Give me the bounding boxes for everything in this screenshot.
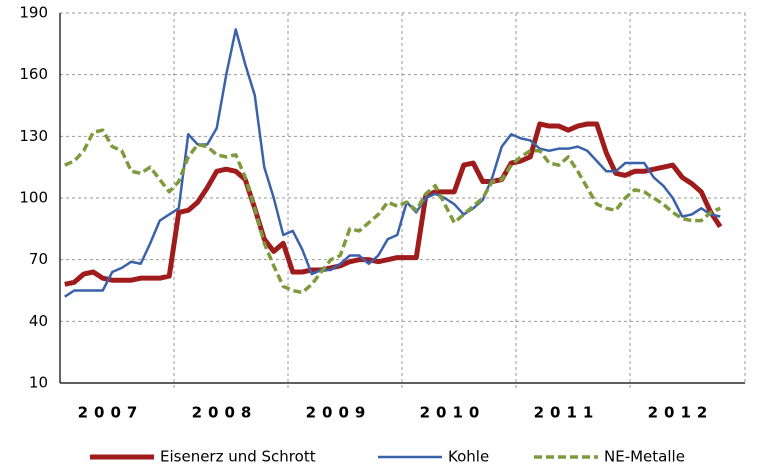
series-line (64, 28, 721, 298)
series-line (64, 121, 723, 287)
y-tick-label: 100 (19, 189, 48, 207)
x-tick-label: 2011 (534, 404, 600, 422)
y-tick-label: 10 (29, 374, 48, 392)
y-tick-label: 190 (19, 4, 48, 22)
x-tick-label: 2009 (306, 404, 372, 422)
y-tick-label: 160 (19, 65, 48, 83)
x-tick-label: 2007 (78, 404, 144, 422)
series-line (64, 128, 721, 295)
y-tick-label: 130 (19, 127, 48, 145)
x-tick-label: 2010 (420, 404, 486, 422)
y-tick-label: 40 (29, 312, 48, 330)
legend-label: Eisenerz und Schrott (160, 448, 316, 466)
y-tick-label: 70 (29, 250, 48, 268)
legend-label: Kohle (448, 448, 489, 466)
x-tick-label: 2008 (192, 404, 258, 422)
legend-label: NE-Metalle (604, 448, 685, 466)
x-tick-label: 2012 (648, 404, 714, 422)
